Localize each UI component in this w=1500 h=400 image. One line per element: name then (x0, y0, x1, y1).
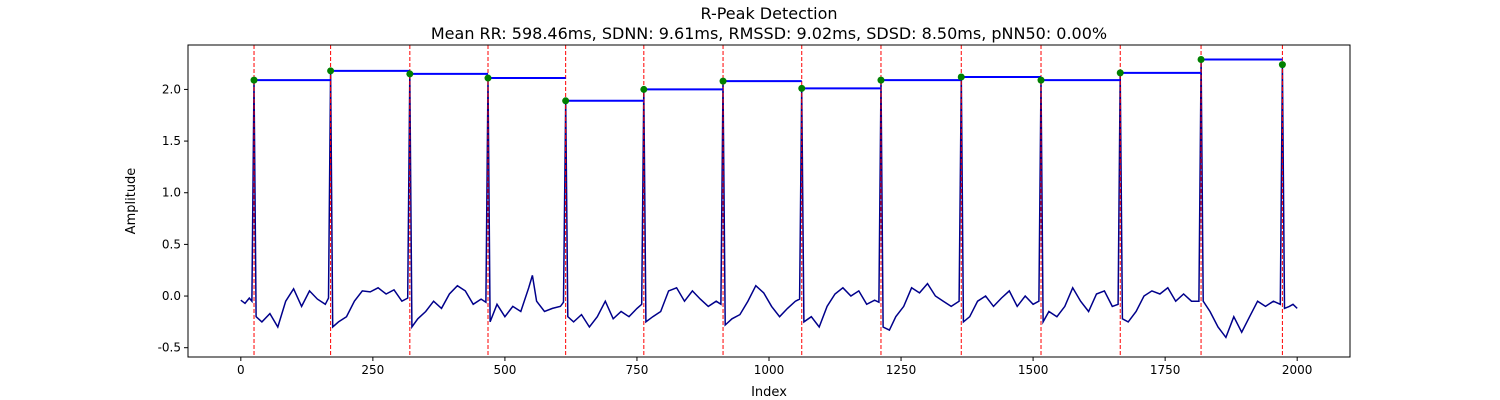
peak-point (877, 76, 885, 84)
y-tick-label: 0.5 (162, 237, 181, 251)
x-tick-label: 500 (493, 363, 516, 377)
peak-point (798, 84, 806, 92)
x-tick-label: 1250 (886, 363, 917, 377)
chart-subtitle: Mean RR: 598.46ms, SDNN: 9.61ms, RMSSD: … (431, 24, 1107, 43)
y-tick-label: 2.0 (162, 82, 181, 96)
x-tick-label: 750 (626, 363, 649, 377)
peak-point (484, 74, 492, 82)
y-tick-label: -0.5 (158, 341, 181, 355)
peak-point (640, 85, 648, 93)
x-tick-label: 2000 (1282, 363, 1313, 377)
peak-point (562, 97, 570, 105)
x-tick-label: 1500 (1018, 363, 1049, 377)
plot-frame (187, 44, 1351, 358)
peak-point (250, 76, 258, 84)
y-tick-label: 0.0 (162, 289, 181, 303)
peak-point (406, 70, 414, 78)
x-tick-label: 0 (237, 363, 245, 377)
x-tick-label: 250 (361, 363, 384, 377)
signal-line (240, 59, 1298, 339)
peak-point (327, 67, 335, 75)
y-tick-label: 1.5 (162, 134, 181, 148)
peak-point (1037, 76, 1045, 84)
peak-point (1278, 61, 1286, 69)
peak-point (719, 77, 727, 85)
peak-point (1197, 55, 1205, 63)
x-tick-label: 1000 (754, 363, 785, 377)
y-axis-label: Amplitude (124, 168, 139, 235)
chart-title: R-Peak Detection (700, 4, 837, 23)
y-tick-label: 1.0 (162, 186, 181, 200)
peak-point (1116, 69, 1124, 77)
peak-point (957, 73, 965, 81)
x-tick-label: 1750 (1150, 363, 1181, 377)
x-axis-label: Index (751, 385, 787, 400)
